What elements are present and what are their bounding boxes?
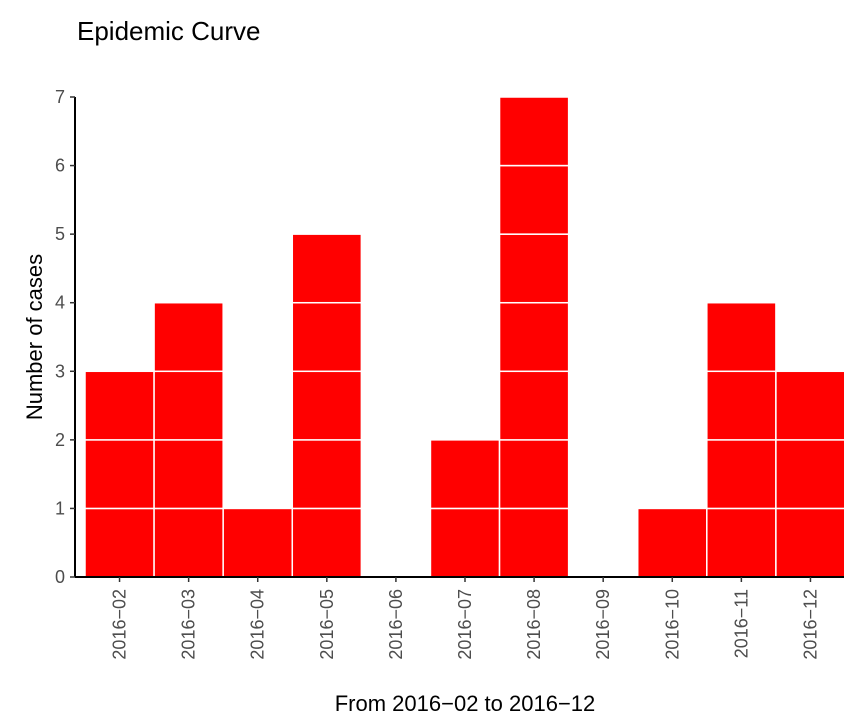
x-tick-label: 2016−06	[386, 589, 406, 660]
bar-2016−12	[775, 370, 844, 578]
bar-2016−05	[291, 233, 363, 578]
bar-2016−03	[153, 301, 224, 578]
bar-2016−08	[498, 96, 570, 578]
x-tick-label: 2016−05	[317, 589, 337, 660]
case-block	[498, 507, 570, 578]
case-block	[498, 370, 570, 441]
x-tick-label: 2016−10	[662, 589, 682, 660]
case-block	[291, 233, 363, 304]
case-block	[775, 439, 844, 510]
case-block	[498, 301, 570, 373]
x-tick-label: 2016−09	[593, 589, 613, 660]
bar-2016−07	[429, 439, 501, 578]
case-block	[291, 370, 363, 441]
x-tick-label: 2016−02	[110, 589, 130, 660]
case-block	[84, 439, 155, 510]
x-tick-label: 2016−12	[800, 589, 820, 660]
case-block	[706, 439, 777, 510]
y-tick-label: 2	[55, 430, 65, 450]
case-block	[498, 439, 570, 510]
case-block	[775, 370, 844, 441]
x-tick-label: 2016−04	[248, 589, 268, 660]
y-tick-label: 5	[55, 224, 65, 244]
case-block	[153, 507, 224, 578]
bar-2016−10	[636, 507, 708, 578]
y-axis-title: Number of cases	[22, 254, 47, 420]
case-block	[291, 301, 363, 373]
x-tick-label: 2016−03	[179, 589, 199, 660]
bar-2016−02	[84, 370, 155, 578]
case-block	[222, 507, 294, 578]
x-axis-ticks: 2016−02 2016−03 2016−04 2016−05 2016−06 2016−…	[110, 577, 820, 660]
case-block	[291, 507, 363, 578]
y-tick-label: 0	[55, 567, 65, 587]
case-block	[706, 370, 777, 441]
bar-2016−11	[706, 301, 777, 578]
case-block	[706, 507, 777, 578]
case-block	[153, 301, 224, 373]
case-block	[84, 370, 155, 441]
case-block	[498, 233, 570, 304]
x-tick-label: 2016−08	[524, 589, 544, 660]
y-tick-label: 7	[55, 87, 65, 107]
y-tick-label: 1	[55, 498, 65, 518]
y-axis-ticks: 0 1 2 3 4 5 6 7	[55, 87, 75, 587]
case-block	[84, 507, 155, 578]
case-block	[498, 96, 570, 167]
y-tick-label: 6	[55, 156, 65, 176]
axes-layer	[74, 97, 844, 578]
case-block	[775, 507, 844, 578]
chart-title: Epidemic Curve	[77, 16, 261, 46]
x-tick-label: 2016−11	[731, 589, 751, 658]
case-block	[706, 301, 777, 373]
case-block	[291, 439, 363, 510]
case-block	[429, 507, 501, 578]
y-tick-label: 4	[55, 293, 65, 313]
y-tick-label: 3	[55, 361, 65, 381]
case-block	[498, 164, 570, 235]
x-tick-label: 2016−07	[455, 589, 475, 660]
case-block	[429, 439, 501, 510]
case-block	[153, 439, 224, 510]
bars-layer	[84, 96, 844, 578]
case-block	[636, 507, 708, 578]
x-axis-title: From 2016−02 to 2016−12	[335, 691, 596, 716]
bar-2016−04	[222, 507, 294, 578]
case-block	[153, 370, 224, 441]
